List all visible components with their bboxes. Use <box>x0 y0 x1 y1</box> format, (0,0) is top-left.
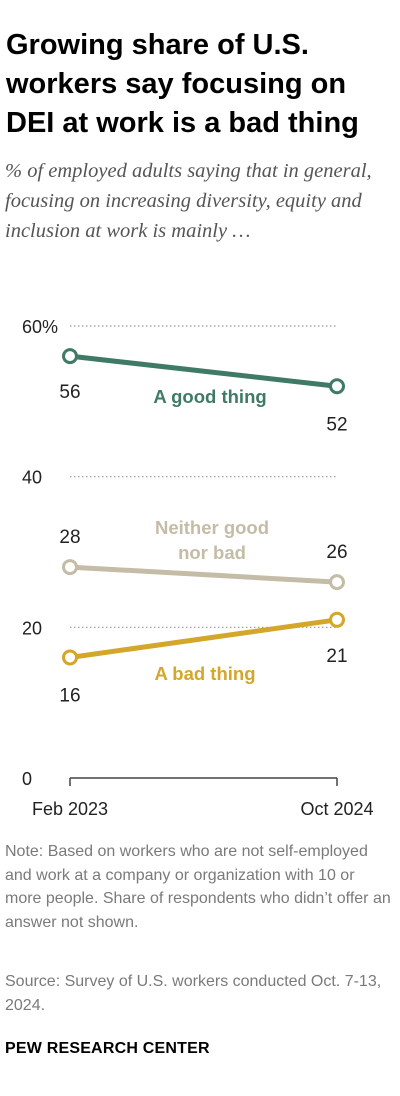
x-tick-label: Feb 2023 <box>32 799 108 819</box>
data-point <box>329 611 345 628</box>
series-label: A good thing <box>153 386 266 407</box>
data-label: 28 <box>59 527 80 548</box>
data-point <box>62 649 78 666</box>
chart-subtitle: % of employed adults saying that in gene… <box>5 160 372 242</box>
data-label: 21 <box>326 646 347 667</box>
data-label: 52 <box>326 414 347 435</box>
data-label: 26 <box>326 542 347 563</box>
chart-title: Growing share of U.S. workers say focusi… <box>6 29 359 139</box>
series-line <box>67 353 340 389</box>
series-line <box>67 564 340 585</box>
y-tick-label: 60% <box>22 317 58 337</box>
data-point <box>329 378 345 395</box>
data-label: 56 <box>59 382 80 403</box>
x-tick-label: Oct 2024 <box>300 799 373 819</box>
chart-note: Note: Based on workers who are not self-… <box>5 843 391 931</box>
series-line <box>67 617 340 660</box>
y-tick-label: 0 <box>22 769 32 789</box>
series-label: Neither good <box>155 517 269 538</box>
data-point <box>62 559 78 576</box>
footer-brand: PEW RESEARCH CENTER <box>5 1040 210 1057</box>
series-label: A bad thing <box>154 663 255 684</box>
series-label: nor bad <box>178 542 246 563</box>
y-tick-label: 40 <box>22 468 42 488</box>
y-tick-label: 20 <box>22 618 42 638</box>
chart-source: Source: Survey of U.S. workers conducted… <box>5 973 382 1014</box>
line-chart: 0 20 40 60% Feb 2023 Oct 2024 56 52 A good thing… <box>22 317 374 819</box>
data-label: 16 <box>59 685 80 706</box>
data-point <box>62 348 78 365</box>
data-point <box>329 574 345 591</box>
